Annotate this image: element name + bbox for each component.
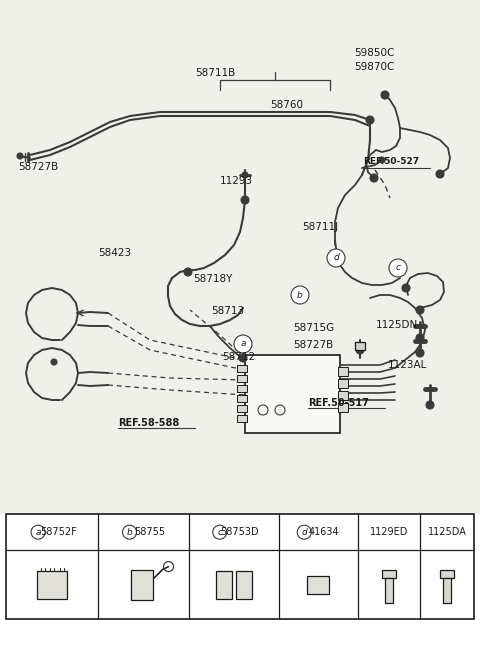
Text: 1125DN: 1125DN bbox=[376, 320, 418, 330]
Text: 58711J: 58711J bbox=[302, 222, 338, 232]
Circle shape bbox=[381, 91, 389, 99]
Bar bbox=[237, 365, 247, 372]
Bar bbox=[37, 571, 67, 599]
Circle shape bbox=[379, 157, 385, 163]
Circle shape bbox=[31, 525, 45, 539]
Circle shape bbox=[291, 286, 309, 304]
Circle shape bbox=[426, 401, 434, 409]
Text: d: d bbox=[333, 253, 339, 263]
Text: 58712: 58712 bbox=[222, 352, 255, 362]
Bar bbox=[443, 578, 451, 603]
Text: 58727B: 58727B bbox=[293, 340, 333, 350]
Bar bbox=[0, 0, 480, 514]
Circle shape bbox=[234, 335, 252, 353]
Text: a: a bbox=[36, 528, 41, 536]
Bar bbox=[338, 379, 348, 388]
Bar bbox=[216, 571, 232, 599]
Circle shape bbox=[416, 306, 424, 314]
Text: 58715G: 58715G bbox=[293, 323, 334, 333]
Bar bbox=[338, 367, 348, 376]
Text: 58753D: 58753D bbox=[220, 527, 259, 537]
Circle shape bbox=[241, 196, 249, 204]
Text: 58713: 58713 bbox=[211, 306, 244, 316]
Circle shape bbox=[213, 525, 227, 539]
Bar bbox=[338, 403, 348, 412]
Circle shape bbox=[51, 359, 57, 365]
Text: b: b bbox=[127, 528, 132, 536]
Bar bbox=[237, 395, 247, 402]
Bar bbox=[6, 514, 474, 619]
Circle shape bbox=[184, 268, 192, 276]
Circle shape bbox=[416, 349, 424, 357]
Bar bbox=[237, 415, 247, 422]
Circle shape bbox=[370, 174, 378, 182]
Text: 1129ED: 1129ED bbox=[370, 527, 408, 537]
Bar bbox=[237, 405, 247, 412]
Bar bbox=[385, 578, 393, 603]
Bar bbox=[338, 391, 348, 400]
Circle shape bbox=[416, 334, 424, 342]
Circle shape bbox=[366, 116, 374, 124]
Circle shape bbox=[389, 259, 407, 277]
Text: 59850C: 59850C bbox=[354, 48, 395, 58]
Circle shape bbox=[242, 172, 248, 178]
Bar bbox=[237, 375, 247, 382]
Bar bbox=[237, 385, 247, 392]
Text: 58718Y: 58718Y bbox=[193, 274, 232, 284]
Bar bbox=[355, 342, 365, 350]
Text: 1125DA: 1125DA bbox=[428, 527, 467, 537]
Text: 58752F: 58752F bbox=[40, 527, 76, 537]
Text: c: c bbox=[217, 528, 222, 536]
Bar bbox=[382, 570, 396, 578]
Bar bbox=[236, 571, 252, 599]
Circle shape bbox=[436, 170, 444, 178]
Circle shape bbox=[297, 525, 311, 539]
Circle shape bbox=[122, 525, 136, 539]
Text: 1123AL: 1123AL bbox=[388, 360, 427, 370]
Text: 58423: 58423 bbox=[98, 248, 131, 258]
Text: 59870C: 59870C bbox=[354, 62, 395, 72]
Text: REF.50-517: REF.50-517 bbox=[308, 398, 369, 408]
Text: c: c bbox=[396, 263, 400, 272]
Bar bbox=[131, 570, 153, 599]
Bar bbox=[307, 576, 329, 593]
Text: 58727B: 58727B bbox=[18, 162, 58, 172]
Bar bbox=[245, 355, 340, 433]
Text: 58760: 58760 bbox=[270, 100, 303, 110]
Circle shape bbox=[356, 346, 364, 354]
Text: REF.58-588: REF.58-588 bbox=[118, 418, 179, 428]
Text: b: b bbox=[297, 291, 303, 299]
Circle shape bbox=[17, 153, 23, 159]
Text: 58755: 58755 bbox=[134, 527, 165, 537]
Circle shape bbox=[402, 284, 410, 292]
Text: 58711B: 58711B bbox=[195, 68, 235, 78]
Text: a: a bbox=[240, 339, 246, 348]
Text: REF.50-527: REF.50-527 bbox=[363, 157, 419, 166]
Circle shape bbox=[327, 249, 345, 267]
Bar bbox=[440, 570, 454, 578]
Text: 41634: 41634 bbox=[309, 527, 339, 537]
Circle shape bbox=[239, 354, 247, 362]
Text: d: d bbox=[301, 528, 307, 536]
Text: 11293: 11293 bbox=[220, 176, 253, 186]
